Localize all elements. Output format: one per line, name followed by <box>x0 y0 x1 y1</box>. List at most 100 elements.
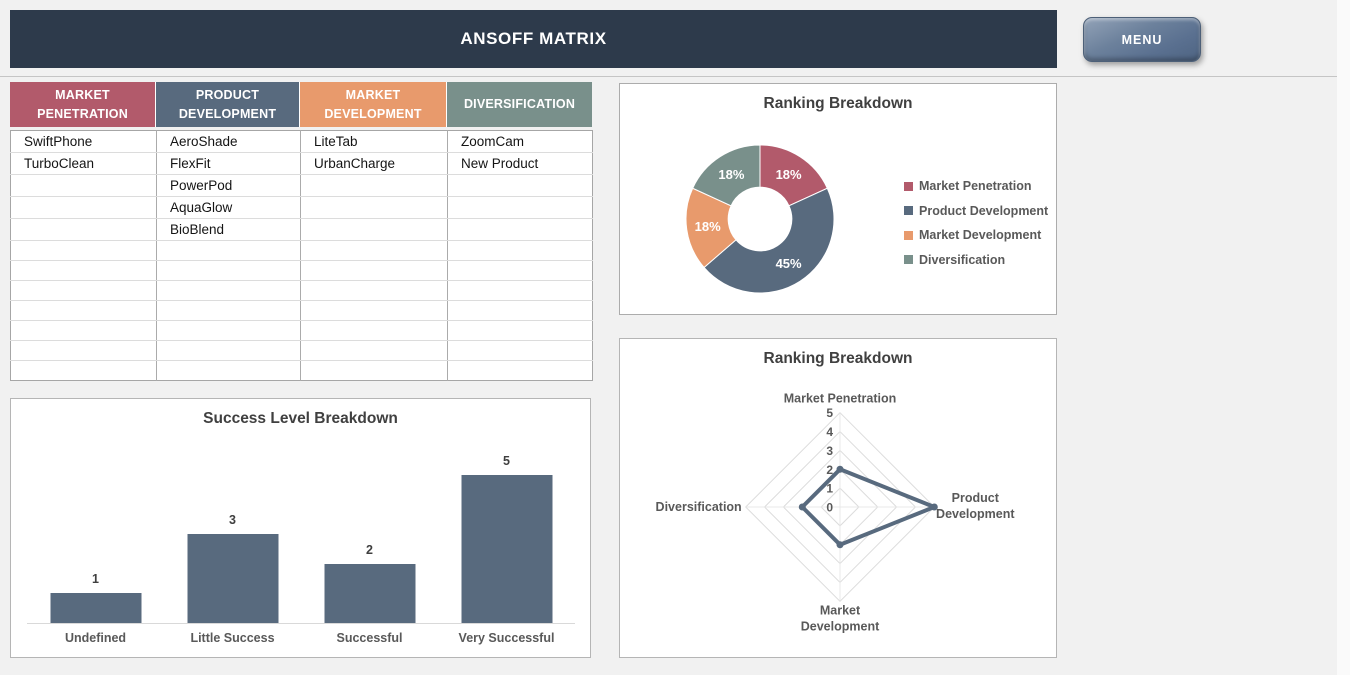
table-cell[interactable]: SwiftPhone <box>10 130 157 153</box>
table-cell[interactable]: UrbanCharge <box>300 152 448 175</box>
bar-slot: 5 <box>438 445 575 623</box>
radar-tick-label: 1 <box>826 482 833 496</box>
table-cell[interactable] <box>300 196 448 219</box>
legend-swatch <box>904 206 913 216</box>
table-cell[interactable] <box>156 280 301 301</box>
table-cell[interactable] <box>10 300 157 321</box>
table-cell[interactable]: LiteTab <box>300 130 448 153</box>
table-cell[interactable] <box>300 360 448 381</box>
menu-button[interactable]: MENU <box>1083 17 1201 62</box>
table-cell[interactable] <box>447 320 593 341</box>
table-cell[interactable] <box>156 240 301 261</box>
table-row: BioBlend <box>10 218 593 241</box>
table-cell[interactable] <box>447 218 593 241</box>
radar-marker <box>836 465 844 473</box>
table-cell[interactable] <box>447 196 593 219</box>
radar-axis-label: Diversification <box>656 500 742 514</box>
table-cell[interactable] <box>447 340 593 361</box>
table-cell[interactable] <box>156 360 301 381</box>
column-header-diversification[interactable]: DIVERSIFICATION <box>447 82 592 127</box>
table-cell[interactable]: AeroShade <box>156 130 301 153</box>
legend-item: Market Development <box>904 223 1048 248</box>
legend-label: Market Penetration <box>919 179 1032 194</box>
legend-item: Diversification <box>904 248 1048 273</box>
table-cell[interactable] <box>447 300 593 321</box>
table-cell[interactable]: AquaGlow <box>156 196 301 219</box>
table-cell[interactable]: TurboClean <box>10 152 157 175</box>
table-cell[interactable]: PowerPod <box>156 174 301 197</box>
table-cell[interactable] <box>300 218 448 241</box>
table-cell[interactable] <box>10 340 157 361</box>
slice-percent-label: 45% <box>776 256 802 271</box>
bar-slot: 3 <box>164 445 301 623</box>
radar-tick-label: 5 <box>826 406 833 420</box>
table-row: PowerPod <box>10 174 593 197</box>
donut-slice-diversification <box>692 144 761 207</box>
table-cell[interactable] <box>10 218 157 241</box>
table-cell[interactable] <box>300 280 448 301</box>
table-cell[interactable] <box>10 240 157 261</box>
column-header-product-development[interactable]: PRODUCT DEVELOPMENT <box>156 82 300 127</box>
legend-label: Market Development <box>919 228 1042 243</box>
radar-axis-label: Development <box>936 507 1015 521</box>
slice-percent-label: 18% <box>718 167 744 182</box>
bar-category-label: Very Successful <box>458 631 555 645</box>
bar-chart-card: Success Level Breakdown 1 3 2 5 Undefined Li… <box>10 398 591 658</box>
radar-marker <box>836 541 844 549</box>
bar-category-label: Little Success <box>190 631 275 645</box>
bar-slot: 1 <box>27 445 164 623</box>
table-cell[interactable]: ZoomCam <box>447 130 593 153</box>
bar-undefined <box>50 593 141 623</box>
table-cell[interactable] <box>156 340 301 361</box>
table-cell[interactable] <box>300 320 448 341</box>
table-cell[interactable] <box>156 320 301 341</box>
radar-marker <box>930 503 938 511</box>
slice-percent-label: 18% <box>695 219 721 234</box>
table-cell[interactable] <box>10 320 157 341</box>
table-cell[interactable] <box>156 260 301 281</box>
table-row <box>10 240 593 261</box>
radar-tick-label: 4 <box>826 425 833 439</box>
table-cell[interactable]: BioBlend <box>156 218 301 241</box>
table-cell[interactable] <box>10 280 157 301</box>
table-cell[interactable] <box>447 240 593 261</box>
table-cell[interactable] <box>10 260 157 281</box>
table-cell[interactable] <box>10 360 157 381</box>
table-cell[interactable] <box>447 260 593 281</box>
pie-chart-card: Ranking Breakdown 18% 45% 18% 18% Market Pe… <box>619 83 1057 315</box>
column-header-market-development[interactable]: MARKET DEVELOPMENT <box>300 82 447 127</box>
radar-chart: 5 4 3 2 1 0 Market Penetration Product Developme… <box>656 392 1016 634</box>
donut-chart: 18% 45% 18% 18% <box>685 144 835 294</box>
table-cell[interactable] <box>156 300 301 321</box>
table-cell[interactable] <box>447 174 593 197</box>
ansoff-table: MARKET PENETRATION PRODUCT DEVELOPMENT MAR… <box>10 82 593 381</box>
table-row <box>10 300 593 321</box>
table-cell[interactable] <box>300 174 448 197</box>
radar-axis-label: Development <box>801 619 880 633</box>
table-cell[interactable] <box>300 340 448 361</box>
table-cell[interactable] <box>10 196 157 219</box>
legend-swatch <box>904 181 913 191</box>
column-header-market-penetration[interactable]: MARKET PENETRATION <box>10 82 156 127</box>
table-cell[interactable] <box>10 174 157 197</box>
table-cell[interactable] <box>448 361 593 381</box>
radar-axis-label: Market Penetration <box>784 392 897 406</box>
radar-tick-label: 0 <box>826 501 833 515</box>
bar-value-label: 1 <box>92 572 99 586</box>
radar-chart-title: Ranking Breakdown <box>763 350 913 367</box>
bar-value-label: 5 <box>503 454 510 468</box>
table-cell[interactable] <box>300 300 448 321</box>
table-row <box>10 320 593 341</box>
table-cell[interactable] <box>300 260 448 281</box>
radar-tick-label: 3 <box>826 444 833 458</box>
bar-little-success <box>187 534 278 623</box>
table-cell[interactable]: FlexFit <box>156 152 301 175</box>
table-row: SwiftPhone AeroShade LiteTab ZoomCam <box>10 130 593 153</box>
bar-category-label: Undefined <box>64 631 127 645</box>
header-divider <box>0 76 1350 77</box>
table-cell[interactable] <box>447 280 593 301</box>
table-cell[interactable]: New Product <box>447 152 593 175</box>
table-cell[interactable] <box>300 240 448 261</box>
table-row <box>10 360 593 381</box>
bar-plot-area: 1 3 2 5 <box>27 445 575 624</box>
